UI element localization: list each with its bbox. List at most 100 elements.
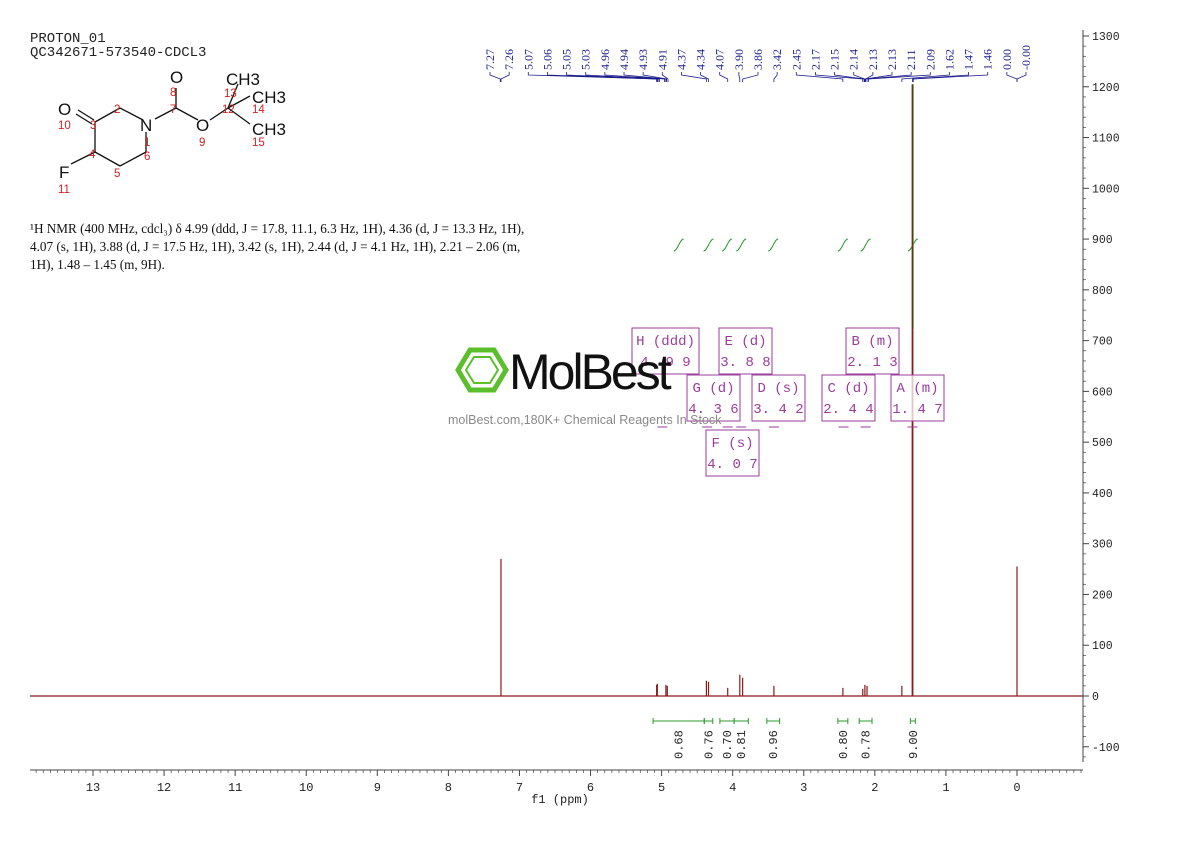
- integral-value: 0.78: [860, 730, 874, 759]
- multiplet-label: A (m): [896, 381, 938, 397]
- atom-number: 1: [144, 137, 150, 149]
- x-tick-label: 5: [658, 781, 665, 795]
- multiplet-label: H (ddd): [636, 334, 695, 350]
- integral-curve: [673, 238, 684, 252]
- chart-axes: 13 12 11 10 9 8 7 6 5 4 3 2 1 01300120011001000900800…: [30, 30, 1120, 795]
- atom-number: 15: [252, 137, 265, 149]
- peak-label-leader: [773, 72, 778, 82]
- peak-label-leader: [901, 72, 950, 82]
- multiplet-boxes: H (ddd) 4. 9 9 E (d) 3. 8 8 B (m) 2. 1 3 G (d)…: [631, 327, 945, 477]
- multiplet-label: B (m): [851, 334, 893, 350]
- molbest-logo-icon: [455, 347, 509, 393]
- watermark-brand: MolBest: [509, 344, 672, 400]
- integral-value: 0.96: [767, 730, 781, 759]
- peak-label: -0.00: [1019, 45, 1033, 70]
- atom-label: N: [140, 116, 152, 135]
- peak-label-leader: [853, 72, 866, 82]
- multiplet-label: F (s): [711, 436, 753, 452]
- atom-number: 7: [170, 104, 176, 116]
- multiplet-shift: 1. 4 7: [892, 402, 942, 418]
- peak-label: 0.00: [1000, 49, 1014, 70]
- integral-value: 9.00: [907, 730, 921, 759]
- peak-label: 2.15: [828, 49, 842, 70]
- x-tick-label: 12: [157, 781, 171, 795]
- peak-label: 5.07: [521, 49, 535, 70]
- peak-label-leader: [642, 72, 667, 82]
- y-tick-label: 400: [1092, 488, 1113, 501]
- watermark-tagline: molBest.com,180K+ Chemical Reagents In S…: [448, 413, 722, 427]
- x-axis-label: f1 (ppm): [531, 793, 589, 807]
- structure-atoms: O O N O F CH3 CH3 CH3: [58, 68, 286, 182]
- x-tick-label: 4: [729, 781, 736, 795]
- x-tick-label: 7: [516, 781, 523, 795]
- peak-label: 4.96: [598, 49, 612, 70]
- atom-number: 6: [144, 151, 150, 163]
- peak-label-leader: [866, 72, 912, 82]
- x-tick-label: 10: [299, 781, 313, 795]
- peak-label-leader: [661, 72, 669, 82]
- y-tick-label: 1200: [1092, 82, 1120, 95]
- multiplet-box: [845, 327, 900, 375]
- peak-label: 4.34: [694, 49, 708, 70]
- nmr-description-line-2: 4.07 (s, 1H), 3.88 (d, J = 17.5 Hz, 1H),…: [30, 239, 521, 254]
- y-tick-label: 1300: [1092, 31, 1120, 44]
- y-tick-label: 600: [1092, 386, 1113, 399]
- peak-label-leader: [681, 72, 707, 82]
- peak-label: 5.05: [560, 49, 574, 70]
- peak-label: 3.42: [770, 49, 784, 70]
- y-tick-label: 500: [1092, 437, 1113, 450]
- peak-label-leader: [912, 72, 989, 82]
- y-tick-label: 800: [1092, 285, 1113, 298]
- multiplet-label: E (d): [724, 334, 766, 350]
- peak-label-leader: [1016, 72, 1027, 82]
- peak-label: 7.27: [483, 49, 497, 70]
- peak-label: 1.46: [981, 49, 995, 70]
- spectrum-header: PROTON_01 QC342671-573540-CDCL3: [30, 32, 206, 60]
- atom-number: 3: [90, 120, 96, 132]
- atom-label: O: [196, 116, 209, 135]
- integral-curve: [768, 238, 779, 252]
- peak-label: 7.26: [502, 49, 516, 70]
- peak-label: 4.37: [674, 49, 688, 70]
- atom-label: O: [58, 100, 71, 119]
- x-tick-label: 11: [228, 781, 242, 795]
- atom-label: O: [170, 68, 183, 87]
- peak-label: 5.06: [540, 49, 554, 70]
- y-tick-label: 1100: [1092, 133, 1120, 146]
- peak-label-leader: [719, 72, 729, 82]
- multiplet-box: [890, 374, 945, 422]
- integral-curve: [837, 238, 849, 252]
- integral-curve: [721, 238, 733, 252]
- peak-label: 2.11: [904, 49, 918, 70]
- peak-label-leader: [500, 72, 510, 82]
- multiplet-box: [821, 374, 876, 422]
- peak-label-leader: [547, 72, 658, 82]
- multiplet-shift: 3. 4 2: [753, 402, 803, 418]
- atom-number: 8: [170, 87, 176, 99]
- multiplet-label: D (s): [757, 381, 799, 397]
- multiplet-shift: 2. 1 3: [847, 355, 897, 371]
- atom-number: 5: [114, 168, 120, 180]
- peak-label: 1.62: [942, 49, 956, 70]
- peak-label-leader: [700, 72, 709, 82]
- peak-label: 2.17: [808, 49, 822, 70]
- y-tick-label: -100: [1092, 742, 1120, 755]
- atom-number: 11: [58, 184, 70, 196]
- peak-label: 3.90: [732, 49, 746, 70]
- multiplet-shift: 4. 9 9: [640, 355, 690, 371]
- multiplet-label: C (d): [827, 381, 869, 397]
- x-tick-label: 1: [942, 781, 949, 795]
- peak-label-leader: [795, 72, 844, 82]
- atom-number: 4: [89, 149, 96, 161]
- peak-label-leader: [585, 72, 660, 82]
- peak-label: 5.03: [579, 49, 593, 70]
- atom-number: 14: [252, 104, 265, 116]
- peak-label: 2.13: [885, 49, 899, 70]
- multiplet-box: [751, 374, 806, 422]
- atom-number: 2: [114, 104, 120, 116]
- y-tick-label: 200: [1092, 589, 1113, 602]
- peak-label-leader: [865, 72, 893, 82]
- multiplet-shift: 3. 8 8: [720, 355, 770, 371]
- peak-label-leader: [815, 72, 864, 82]
